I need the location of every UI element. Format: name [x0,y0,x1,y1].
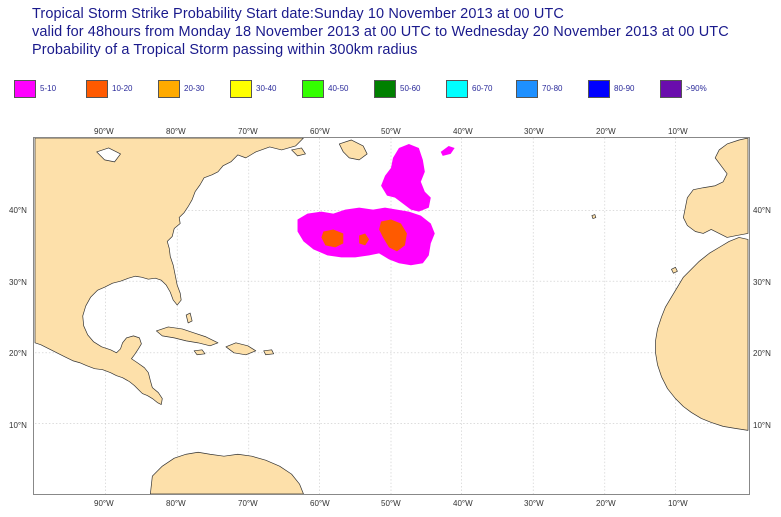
legend-label-30-40: 30-40 [256,84,277,93]
lat-tick-right-40n: 40°N [753,206,771,215]
lat-tick-right-10n: 10°N [753,421,771,430]
lon-tick-top-90w: 90°W [94,127,114,136]
probability-contours [297,143,455,266]
lon-tick-top-70w: 70°W [238,127,258,136]
europe-landmass [683,138,749,238]
legend-label-80-90: 80-90 [614,84,635,93]
legend-label-20-30: 20-30 [184,84,205,93]
legend-label-5-10: 5-10 [40,84,57,93]
legend-label-over-90: >90% [686,84,707,93]
lon-tick-top-10w: 10°W [668,127,688,136]
legend-swatch-30-40 [230,80,252,98]
africa-landmass [655,237,749,431]
legend-swatch-60-70 [446,80,468,98]
puerto-rico [263,349,275,356]
newfoundland [338,139,368,161]
jamaica [193,349,206,356]
legend-swatch-80-90 [588,80,610,98]
lat-tick-right-30n: 30°N [753,278,771,287]
legend-label-40-50: 40-50 [328,84,349,93]
prob-10-20-east [379,219,407,252]
lat-tick-left-20n: 20°N [9,349,27,358]
lon-tick-top-50w: 50°W [381,127,401,136]
lon-tick-top-80w: 80°W [166,127,186,136]
lon-tick-bottom-40w: 40°W [453,499,473,508]
title-line-2: valid for 48hours from Monday 18 Novembe… [32,24,729,40]
great-lakes [96,147,121,163]
legend-swatch-50-60 [374,80,396,98]
canary-islands [671,266,678,274]
legend-swatch-70-80 [516,80,538,98]
lon-tick-top-20w: 20°W [596,127,616,136]
bahamas [185,312,193,324]
legend-swatch-20-30 [158,80,180,98]
prob-5-10-north-lobe [381,143,431,212]
lon-tick-bottom-10w: 10°W [668,499,688,508]
probability-legend: 5-10 10-20 20-30 30-40 40-50 50-60 60-70… [0,80,781,100]
lon-tick-bottom-80w: 80°W [166,499,186,508]
lon-tick-bottom-30w: 30°W [524,499,544,508]
legend-label-10-20: 10-20 [112,84,133,93]
lon-tick-bottom-60w: 60°W [310,499,330,508]
lat-tick-left-40n: 40°N [9,206,27,215]
title-line-1: Tropical Storm Strike Probability Start … [32,6,564,22]
legend-label-50-60: 50-60 [400,84,421,93]
north-america-landmass [34,138,304,405]
south-america-landmass [150,451,304,494]
hispaniola [225,342,257,356]
map-canvas [33,137,750,495]
lon-tick-bottom-20w: 20°W [596,499,616,508]
prob-5-10-northeast-blob [440,145,455,156]
lon-tick-bottom-50w: 50°W [381,499,401,508]
prob-10-20-west [321,229,344,248]
legend-swatch-10-20 [86,80,108,98]
legend-swatch-40-50 [302,80,324,98]
lat-tick-left-10n: 10°N [9,421,27,430]
lon-tick-top-60w: 60°W [310,127,330,136]
azores [591,214,597,219]
legend-swatch-5-10 [14,80,36,98]
cuba [155,326,219,347]
cape-breton [291,147,306,157]
lat-tick-left-30n: 30°N [9,278,27,287]
legend-label-70-80: 70-80 [542,84,563,93]
lon-tick-bottom-70w: 70°W [238,499,258,508]
lon-tick-top-40w: 40°W [453,127,473,136]
lon-tick-top-30w: 30°W [524,127,544,136]
legend-swatch-over-90 [660,80,682,98]
title-line-3: Probability of a Tropical Storm passing … [32,42,418,58]
lat-tick-right-20n: 20°N [753,349,771,358]
legend-label-60-70: 60-70 [472,84,493,93]
lon-tick-bottom-90w: 90°W [94,499,114,508]
prob-10-20-center [359,233,370,246]
